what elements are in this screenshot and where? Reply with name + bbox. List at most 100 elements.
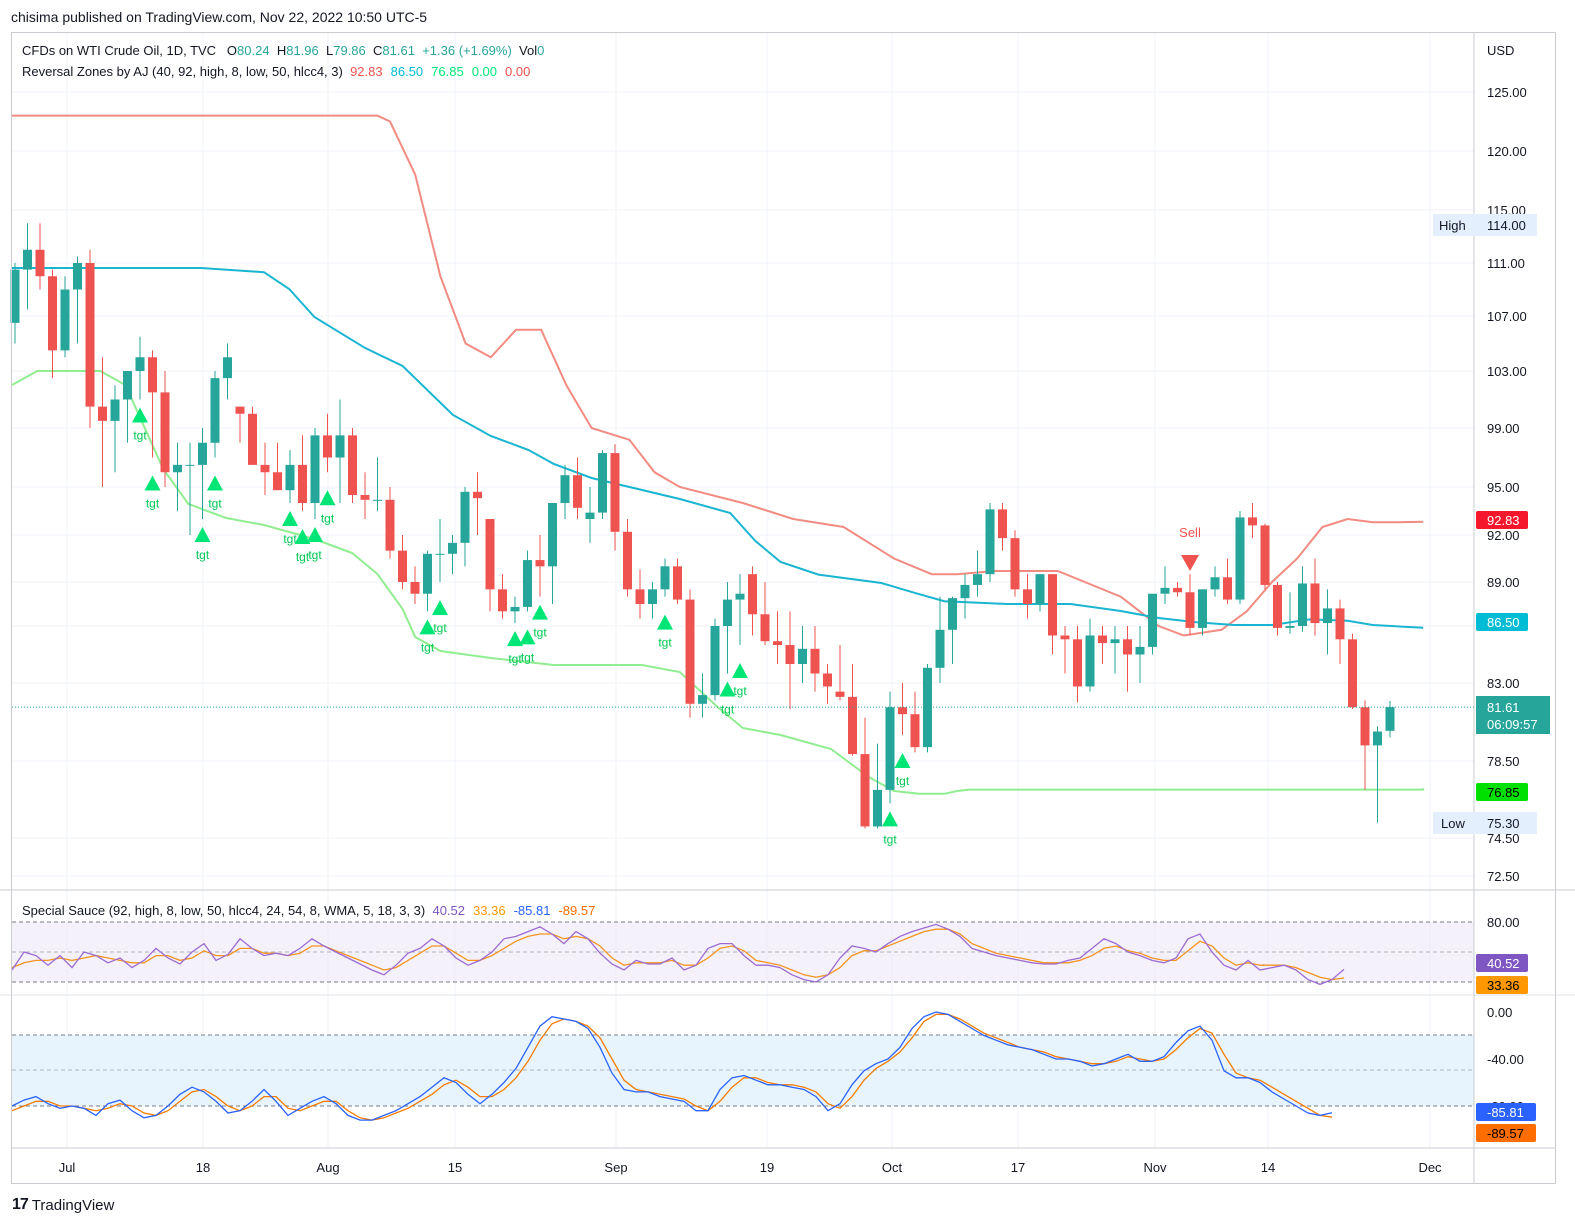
- candle-down[interactable]: [785, 645, 795, 664]
- candle-down[interactable]: [910, 714, 920, 748]
- candle-down[interactable]: [360, 495, 370, 500]
- candle-down[interactable]: [1310, 583, 1320, 624]
- candle-down[interactable]: [1348, 639, 1357, 708]
- candle-down[interactable]: [48, 276, 57, 351]
- candle-up[interactable]: [985, 509, 995, 575]
- candle-down[interactable]: [160, 392, 170, 473]
- candle-down[interactable]: [1185, 592, 1195, 628]
- candle-down[interactable]: [998, 509, 1007, 539]
- candle-down[interactable]: [623, 531, 632, 590]
- candle-down[interactable]: [323, 435, 332, 458]
- candle-down[interactable]: [1248, 517, 1257, 526]
- candle-down[interactable]: [823, 673, 832, 687]
- candle-up[interactable]: [423, 553, 432, 594]
- candle-down[interactable]: [1173, 587, 1182, 593]
- candle-down[interactable]: [848, 696, 857, 755]
- candle-down[interactable]: [760, 614, 770, 642]
- candle-up[interactable]: [310, 435, 320, 503]
- candle-down[interactable]: [98, 406, 107, 421]
- candle-up[interactable]: [1135, 646, 1145, 655]
- candle-up[interactable]: [548, 503, 557, 567]
- reversal-zones-name[interactable]: Reversal Zones by AJ (40, 92, high, 8, l…: [22, 64, 343, 79]
- candle-down[interactable]: [1048, 574, 1057, 636]
- candle-up[interactable]: [873, 789, 882, 827]
- candle-down[interactable]: [748, 574, 757, 615]
- candle-down[interactable]: [573, 475, 582, 508]
- candle-down[interactable]: [348, 435, 357, 495]
- candle-up[interactable]: [935, 629, 945, 668]
- candle-down[interactable]: [248, 413, 257, 465]
- candle-down[interactable]: [1260, 525, 1270, 585]
- candle-down[interactable]: [773, 641, 782, 645]
- brand[interactable]: 17 TradingView: [12, 1196, 114, 1214]
- reversal-zones-legend[interactable]: Reversal Zones by AJ (40, 92, high, 8, l…: [22, 64, 538, 79]
- candle-up[interactable]: [10, 269, 20, 323]
- candle-up[interactable]: [960, 584, 970, 599]
- candle-up[interactable]: [135, 357, 145, 371]
- candle-down[interactable]: [148, 357, 157, 393]
- candle-up[interactable]: [560, 475, 570, 503]
- candle-up[interactable]: [223, 357, 232, 379]
- special-sauce-legend[interactable]: Special Sauce (92, high, 8, low, 50, hlc…: [22, 903, 603, 918]
- candle-down[interactable]: [535, 560, 545, 567]
- candle-down[interactable]: [235, 406, 245, 414]
- candle-up[interactable]: [1373, 731, 1382, 746]
- candle-up[interactable]: [1160, 587, 1170, 594]
- candle-up[interactable]: [1285, 626, 1295, 628]
- candle-up[interactable]: [1198, 589, 1207, 628]
- candle-down[interactable]: [898, 707, 907, 715]
- candle-up[interactable]: [1235, 517, 1245, 600]
- candle-down[interactable]: [498, 589, 507, 612]
- candle-down[interactable]: [1073, 639, 1082, 687]
- candle-down[interactable]: [485, 519, 495, 590]
- candle-down[interactable]: [673, 566, 682, 600]
- candle-up[interactable]: [1035, 574, 1045, 604]
- candle-up[interactable]: [660, 566, 670, 590]
- candle-up[interactable]: [598, 453, 607, 513]
- candle-down[interactable]: [1123, 639, 1132, 655]
- currency-label[interactable]: USD: [1487, 43, 1515, 58]
- candle-up[interactable]: [1323, 608, 1332, 624]
- candle-down[interactable]: [298, 464, 307, 503]
- candle-up[interactable]: [60, 289, 70, 351]
- candle-down[interactable]: [1098, 635, 1107, 644]
- candle-down[interactable]: [1010, 538, 1020, 590]
- candle-up[interactable]: [23, 249, 32, 270]
- candle-up[interactable]: [698, 695, 707, 704]
- candle-up[interactable]: [185, 464, 195, 466]
- candle-down[interactable]: [410, 582, 420, 594]
- candle-down[interactable]: [1023, 589, 1032, 604]
- candle-up[interactable]: [1148, 593, 1157, 647]
- time-axis[interactable]: Jul 18 Aug 15 Sep 19 Oct 17 Nov 14 Dec: [59, 1160, 1442, 1175]
- candle-down[interactable]: [810, 648, 820, 674]
- candle-down[interactable]: [85, 263, 95, 407]
- candle-down[interactable]: [473, 491, 482, 499]
- candle-up[interactable]: [798, 648, 807, 664]
- candle-up[interactable]: [285, 464, 295, 491]
- special-sauce-name[interactable]: Special Sauce (92, high, 8, low, 50, hlc…: [22, 903, 426, 918]
- symbol-name[interactable]: CFDs on WTI Crude Oil, 1D, TVC: [22, 43, 217, 58]
- candle-up[interactable]: [123, 371, 132, 400]
- candle-down[interactable]: [398, 550, 407, 582]
- candle-up[interactable]: [373, 499, 382, 501]
- candle-down[interactable]: [835, 691, 845, 697]
- candle-up[interactable]: [710, 626, 720, 696]
- candle-up[interactable]: [335, 435, 345, 458]
- candle-up[interactable]: [735, 593, 745, 600]
- price-axis[interactable]: 125.00120.00115.00111.00107.00103.0099.0…: [1433, 85, 1550, 1142]
- candle-down[interactable]: [860, 754, 870, 827]
- candle-up[interactable]: [198, 442, 207, 465]
- candle-down[interactable]: [635, 589, 645, 604]
- candle-down[interactable]: [610, 453, 620, 532]
- candle-up[interactable]: [1110, 639, 1120, 644]
- candle-down[interactable]: [1273, 584, 1282, 628]
- candle-up[interactable]: [648, 589, 657, 604]
- candle-up[interactable]: [210, 378, 220, 443]
- symbol-legend[interactable]: CFDs on WTI Crude Oil, 1D, TVC O80.24 H8…: [22, 43, 544, 58]
- candle-up[interactable]: [523, 560, 532, 607]
- candle-up[interactable]: [1085, 635, 1095, 687]
- candle-up[interactable]: [1210, 577, 1220, 590]
- candle-down[interactable]: [1223, 577, 1232, 600]
- candle-down[interactable]: [1060, 635, 1070, 640]
